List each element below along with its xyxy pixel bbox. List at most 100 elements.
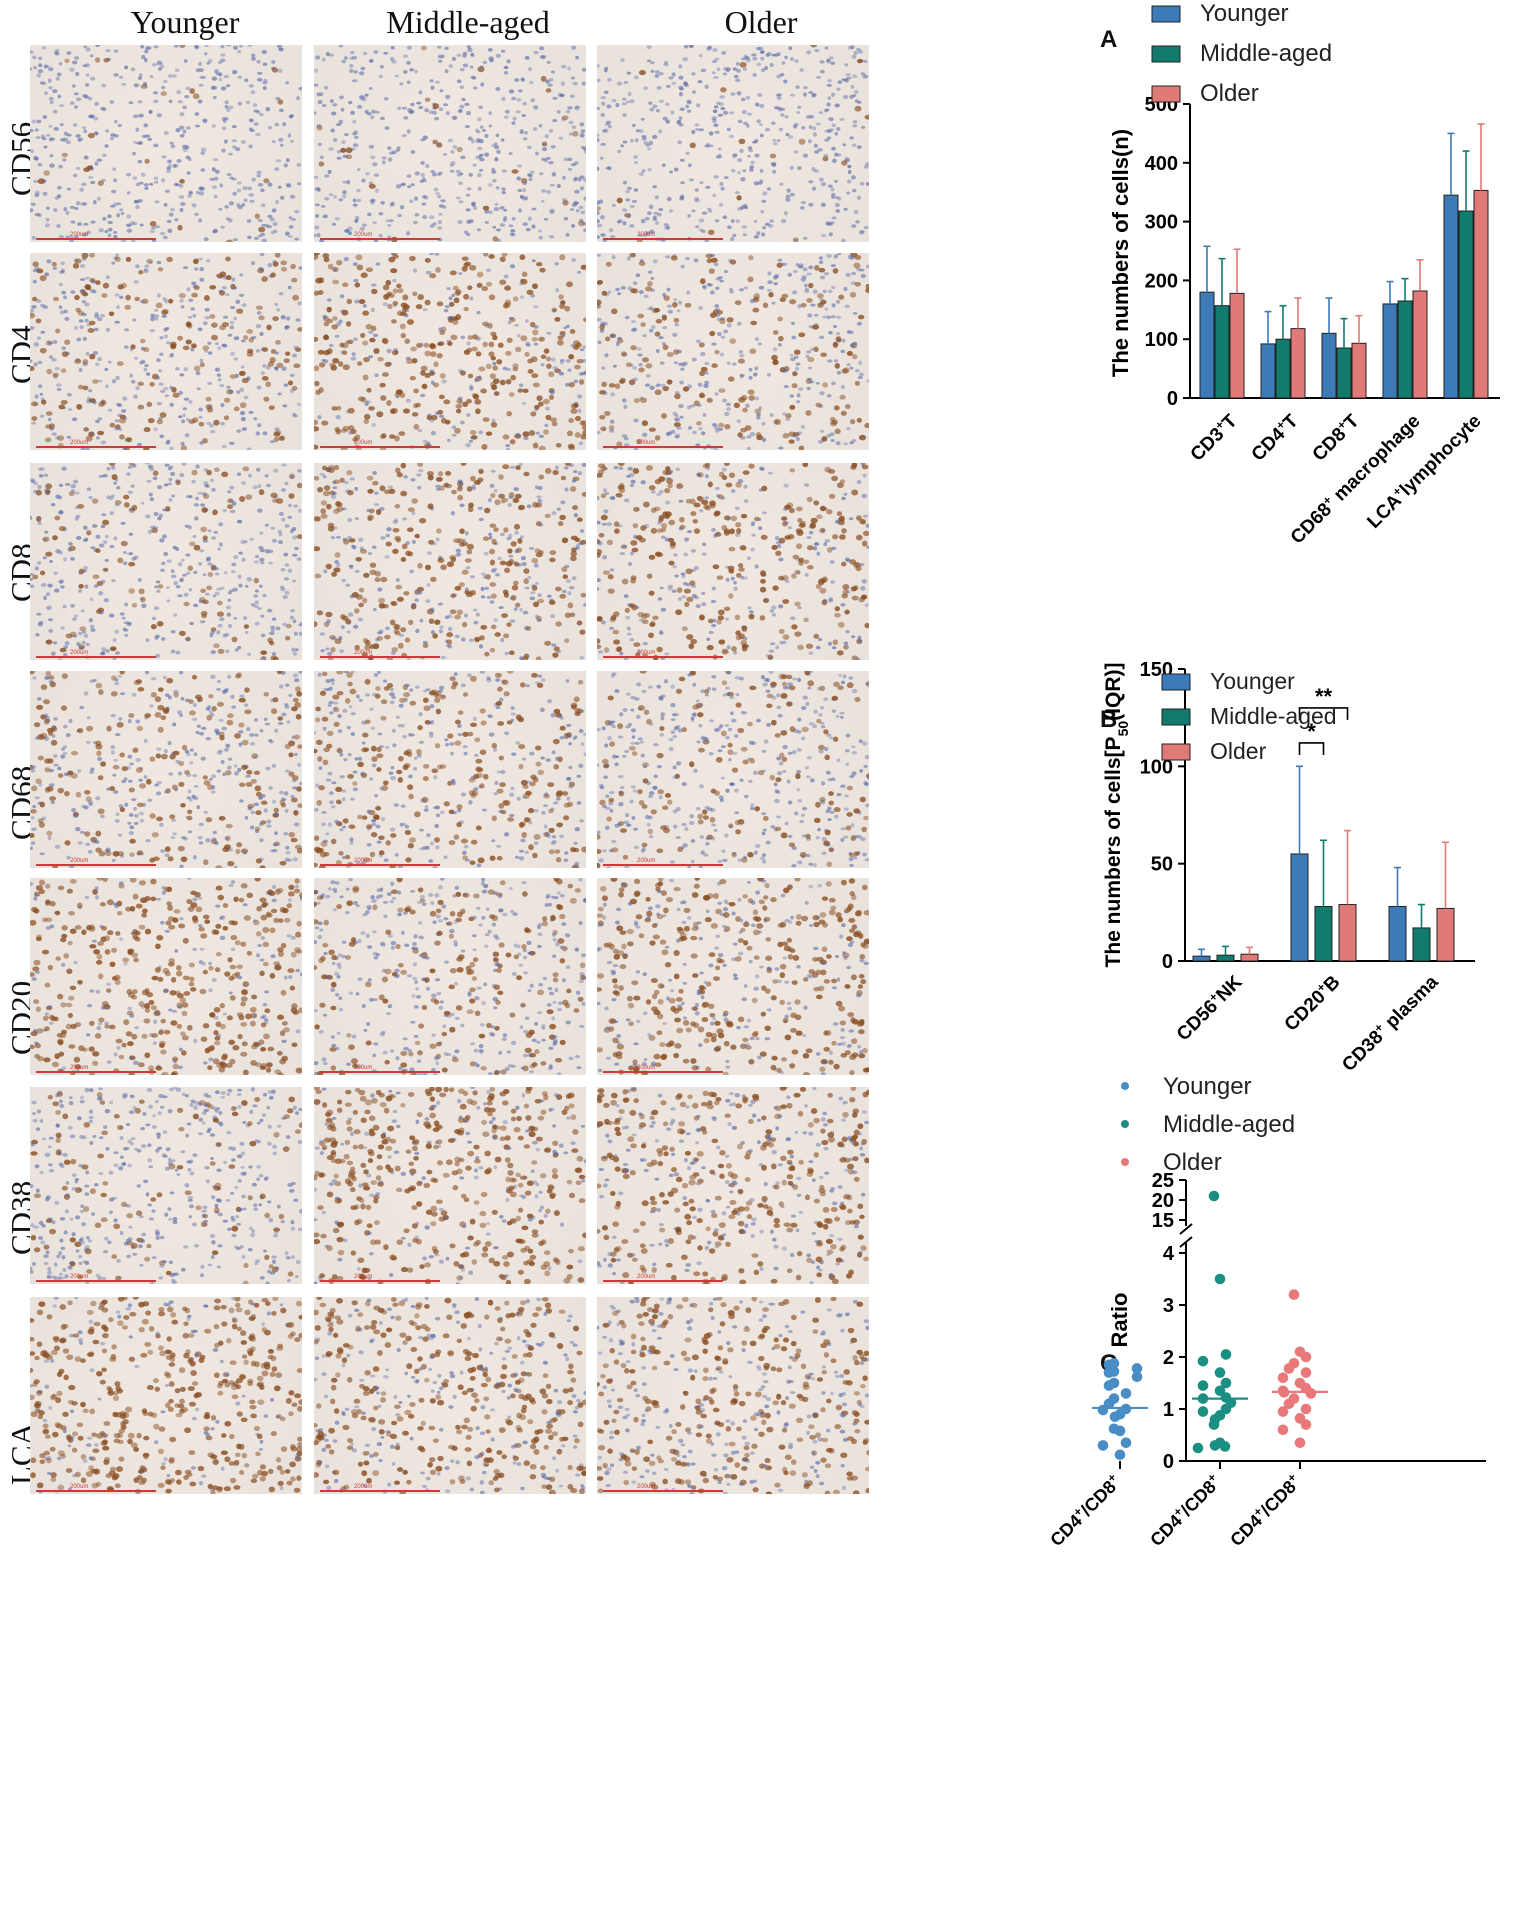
legend-swatch-middle-aged: [1161, 708, 1191, 726]
point-younger-12: [1097, 1404, 1109, 1416]
scale-label: 200um: [354, 1274, 373, 1280]
legend-swatch-middle-aged: [1151, 45, 1181, 63]
micrograph-cd20-younger: 200um: [30, 878, 302, 1075]
scale-bar: [36, 238, 156, 240]
scale-bar: [603, 656, 723, 658]
bar-older-cd8-t: [1351, 342, 1367, 399]
x-tick-label-middle-aged: CD4+/CD8+: [1145, 1470, 1225, 1550]
bar-older-cd4-t: [1290, 328, 1306, 399]
point-middle-aged-3: [1197, 1355, 1209, 1367]
scale-bar: [603, 446, 723, 448]
point-older-0: [1288, 1289, 1300, 1300]
scale-label: 200um: [70, 232, 89, 238]
scale-label: 200um: [637, 858, 656, 864]
legend-label-middle-aged: Middle-aged: [1163, 1111, 1295, 1138]
x-tick-label-cd8-t: CD8+T: [1307, 409, 1364, 466]
point-older-13: [1283, 1398, 1295, 1410]
point-younger-16: [1114, 1425, 1126, 1437]
bar-middle-aged-cd68-macrophage: [1397, 300, 1413, 399]
scale-bar: [36, 1280, 156, 1282]
y-tick-label: 0: [1167, 388, 1178, 410]
bar-younger-cd3-t: [1199, 291, 1215, 399]
point-middle-aged-4: [1214, 1367, 1226, 1378]
micrograph-cd4-middle-aged: 200um: [314, 253, 586, 450]
legend-marker-older: [1121, 1158, 1129, 1166]
point-older-5: [1300, 1367, 1312, 1378]
x-tick-label-lca-lymphocyte: LCA+lymphocyte: [1362, 409, 1486, 533]
x-tick-label-younger: CD4+/CD8+: [1045, 1470, 1125, 1550]
x-tick-label-cd4-t: CD4+T: [1246, 409, 1303, 466]
y-tick-label: 20: [1152, 1190, 1174, 1212]
bar-older-cd38-plasma: [1436, 907, 1455, 962]
x-tick-label-cd20-b: CD20+B: [1279, 970, 1344, 1035]
point-middle-aged-1: [1214, 1273, 1226, 1285]
chart-c: 01234152025RatioCD4+/CD8+CD4+/CD8+CD4+/C…: [1046, 1073, 1486, 1550]
legend-label-middle-aged: Middle-aged: [1210, 703, 1337, 729]
legend-marker-middle-aged: [1121, 1120, 1129, 1128]
significance-label: *: [1307, 719, 1316, 744]
scale-label: 200um: [354, 650, 373, 656]
scale-label: 200um: [70, 440, 89, 446]
panel-letter-a: A: [1100, 26, 1118, 53]
legend-swatch-older: [1161, 743, 1191, 761]
bar-younger-cd8-t: [1321, 332, 1337, 399]
point-middle-aged-15: [1208, 1419, 1220, 1430]
legend-swatch-older: [1151, 85, 1181, 103]
point-middle-aged-0: [1208, 1190, 1220, 1202]
y-tick-label: 50: [1151, 854, 1173, 876]
y-tick-label: 0: [1163, 1451, 1174, 1473]
bar-younger-lca-lymphocyte: [1443, 194, 1459, 399]
x-tick-label-cd38-plasma: CD38+ plasma: [1337, 970, 1443, 1076]
scale-label: 200um: [70, 1065, 89, 1071]
bar-middle-aged-cd38-plasma: [1412, 927, 1431, 962]
point-older-6: [1277, 1372, 1289, 1384]
bar-younger-cd38-plasma: [1388, 905, 1407, 962]
axis-break-mark: [1179, 1223, 1193, 1235]
y-axis-label: Ratio: [1107, 1293, 1132, 1348]
y-axis-label: The numbers of cells[P50(IQR)]: [1102, 663, 1131, 968]
micrograph-cd20-older: 200um: [597, 878, 869, 1075]
scale-bar: [320, 446, 440, 448]
scale-bar: [603, 1490, 723, 1492]
scale-label: 200um: [354, 1065, 373, 1071]
y-tick-label: 100: [1140, 756, 1173, 778]
scale-label: 200um: [637, 440, 656, 446]
micrograph-cd20-middle-aged: 200um: [314, 878, 586, 1075]
scale-label: 200um: [637, 1065, 656, 1071]
y-tick-label: 15: [1152, 1210, 1174, 1232]
y-tick-label: 3: [1163, 1295, 1174, 1317]
scale-label: 200um: [70, 1274, 89, 1280]
significance-bracket: [1298, 742, 1325, 755]
micrograph-cd68-middle-aged: 200um: [314, 671, 586, 868]
y-tick-label: 2: [1163, 1347, 1174, 1369]
y-tick-label: 400: [1145, 153, 1178, 175]
scale-label: 200um: [70, 858, 89, 864]
micrograph-cd56-younger: 200um: [30, 45, 302, 242]
legend-label-older: Older: [1210, 738, 1267, 764]
micrograph-cd56-older: 200um: [597, 45, 869, 242]
y-tick-label: 25: [1152, 1170, 1174, 1192]
legend-marker-younger: [1121, 1082, 1129, 1090]
scale-label: 200um: [70, 650, 89, 656]
bar-older-cd20-b: [1338, 904, 1357, 962]
micrograph-cd68-younger: 200um: [30, 671, 302, 868]
point-older-15: [1277, 1406, 1289, 1417]
scale-bar: [36, 446, 156, 448]
y-tick-label: 200: [1145, 270, 1178, 292]
micrograph-cd56-middle-aged: 200um: [314, 45, 586, 242]
scale-label: 200um: [70, 1484, 89, 1490]
scale-bar: [320, 656, 440, 658]
legend-label-younger: Younger: [1200, 0, 1289, 27]
y-tick-label: 4: [1163, 1243, 1175, 1265]
point-middle-aged-5: [1220, 1377, 1232, 1389]
column-header-middle-aged: Middle-aged: [386, 4, 550, 40]
scale-bar: [603, 1280, 723, 1282]
micrograph-cd68-older: 200um: [597, 671, 869, 868]
point-younger-5: [1131, 1371, 1143, 1383]
y-tick-label: 300: [1145, 212, 1178, 234]
point-younger-8: [1120, 1388, 1132, 1399]
micrograph-cd4-younger: 200um: [30, 253, 302, 450]
point-older-4: [1283, 1363, 1295, 1374]
scale-bar: [603, 1071, 723, 1073]
